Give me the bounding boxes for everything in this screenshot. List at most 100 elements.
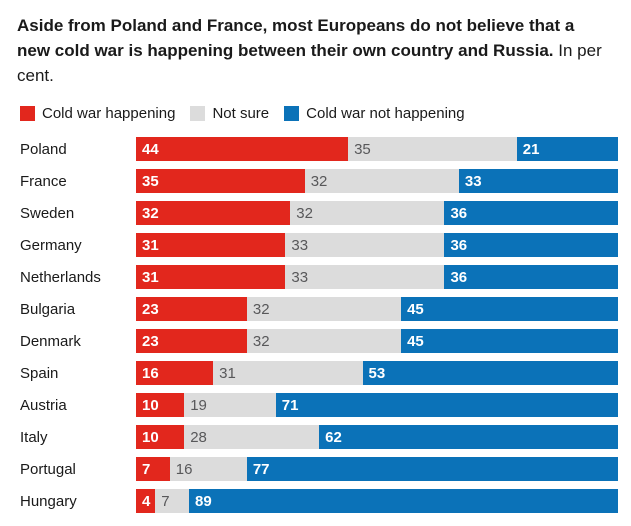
segment-value: 33 <box>291 236 309 254</box>
chart-row: Bulgaria 23 32 45 <box>20 297 618 321</box>
segment-cold-war-not-happening: 62 <box>319 425 618 449</box>
country-label: Austria <box>20 396 67 414</box>
chart-row: Denmark 23 32 45 <box>20 329 618 353</box>
segment-value: 31 <box>142 268 159 286</box>
segment-cold-war-not-happening: 45 <box>401 297 618 321</box>
stacked-bar: 44 35 21 <box>136 137 618 161</box>
chart-row: Netherlands 31 33 36 <box>20 265 618 289</box>
segment-value: 28 <box>190 428 207 446</box>
segment-cold-war-not-happening: 33 <box>458 169 618 193</box>
segment-cold-war-happening: 31 <box>136 233 286 257</box>
segment-value: 32 <box>252 300 270 318</box>
stacked-bar: 32 32 36 <box>136 201 618 225</box>
country-label: Denmark <box>20 332 81 350</box>
segment-value: 62 <box>325 428 342 446</box>
segment-value: 71 <box>281 396 299 414</box>
segment-value: 31 <box>219 364 236 382</box>
country-label: Netherlands <box>20 268 101 286</box>
country-label: Poland <box>20 140 67 158</box>
segment-value: 10 <box>142 428 159 446</box>
segment-cold-war-happening: 23 <box>136 329 247 353</box>
chart-row: Hungary 4 7 89 <box>20 489 618 513</box>
segment-value: 36 <box>450 268 468 286</box>
segment-value: 4 <box>142 492 151 510</box>
legend-swatch-icon <box>190 106 206 121</box>
country-label: Hungary <box>20 492 77 510</box>
segment-value: 21 <box>522 140 540 158</box>
legend-item: Not sure <box>190 105 269 122</box>
legend-swatch-icon <box>284 106 300 121</box>
segment-value: 45 <box>407 300 424 318</box>
segment-value: 23 <box>142 332 159 350</box>
stacked-bar: 23 32 45 <box>136 297 618 321</box>
country-label: Germany <box>20 236 82 254</box>
segment-value: 16 <box>175 460 193 478</box>
stacked-bar: 16 31 53 <box>136 361 618 385</box>
segment-value: 32 <box>310 172 328 190</box>
chart-card: Aside from Poland and France, most Europ… <box>17 13 618 513</box>
segment-value: 32 <box>142 204 159 222</box>
segment-cold-war-not-happening: 36 <box>444 265 618 289</box>
segment-value: 10 <box>142 396 159 414</box>
segment-value: 89 <box>195 492 212 510</box>
segment-cold-war-happening: 7 <box>136 457 170 481</box>
segment-value: 45 <box>407 332 424 350</box>
legend-label: Cold war not happening <box>306 105 465 122</box>
country-label: Sweden <box>20 204 75 222</box>
segment-value: 32 <box>296 204 313 222</box>
segment-cold-war-happening: 4 <box>136 489 156 513</box>
segment-cold-war-happening: 16 <box>136 361 214 385</box>
segment-not-sure: 32 <box>290 201 445 225</box>
segment-not-sure: 16 <box>169 457 247 481</box>
segment-value: 32 <box>252 332 270 350</box>
segment-cold-war-not-happening: 77 <box>246 457 618 481</box>
segment-cold-war-happening: 10 <box>136 425 185 449</box>
segment-cold-war-happening: 35 <box>136 169 305 193</box>
country-label: Portugal <box>20 460 76 478</box>
segment-not-sure: 35 <box>348 137 517 161</box>
segment-value: 16 <box>142 364 159 382</box>
chart-title-suffix: In per cent. <box>17 41 602 85</box>
segment-cold-war-happening: 31 <box>136 265 286 289</box>
segment-cold-war-not-happening: 36 <box>444 233 618 257</box>
stacked-bar: 35 32 33 <box>136 169 618 193</box>
stacked-bar: 10 19 71 <box>136 393 618 417</box>
segment-cold-war-happening: 44 <box>136 137 349 161</box>
chart-title: Aside from Poland and France, most Europ… <box>17 13 612 88</box>
chart-row: France 35 32 33 <box>20 169 618 193</box>
segment-value: 7 <box>161 492 170 510</box>
segment-not-sure: 7 <box>155 489 189 513</box>
chart-row: Portugal 7 16 77 <box>20 457 618 481</box>
segment-value: 53 <box>368 364 386 382</box>
segment-not-sure: 33 <box>285 265 445 289</box>
segment-cold-war-happening: 32 <box>136 201 291 225</box>
segment-value: 19 <box>190 396 207 414</box>
segment-value: 23 <box>142 300 159 318</box>
segment-not-sure: 32 <box>246 297 402 321</box>
stacked-bar: 7 16 77 <box>136 457 618 481</box>
segment-cold-war-not-happening: 53 <box>362 361 618 385</box>
segment-not-sure: 19 <box>184 393 276 417</box>
legend: Cold war happening Not sure Cold war not h… <box>20 105 618 122</box>
legend-label: Cold war happening <box>42 105 176 122</box>
segment-value: 35 <box>354 140 371 158</box>
segment-cold-war-not-happening: 89 <box>189 489 618 513</box>
segment-not-sure: 31 <box>213 361 363 385</box>
segment-not-sure: 33 <box>285 233 445 257</box>
stacked-bar: 4 7 89 <box>136 489 618 513</box>
legend-item: Cold war happening <box>20 105 175 122</box>
segment-cold-war-not-happening: 45 <box>401 329 618 353</box>
segment-not-sure: 28 <box>184 425 320 449</box>
legend-item: Cold war not happening <box>284 105 465 122</box>
segment-cold-war-happening: 23 <box>136 297 247 321</box>
chart-row: Poland 44 35 21 <box>20 137 618 161</box>
chart-row: Italy 10 28 62 <box>20 425 618 449</box>
segment-value: 33 <box>291 268 309 286</box>
country-label: France <box>20 172 67 190</box>
chart-row: Sweden 32 32 36 <box>20 201 618 225</box>
segment-value: 7 <box>142 460 151 478</box>
segment-cold-war-not-happening: 36 <box>444 201 618 225</box>
bar-chart: Poland 44 35 21 France 35 32 33 Sweden 32 32 36 Germ… <box>20 137 618 513</box>
country-label: Italy <box>20 428 48 446</box>
chart-row: Germany 31 33 36 <box>20 233 618 257</box>
